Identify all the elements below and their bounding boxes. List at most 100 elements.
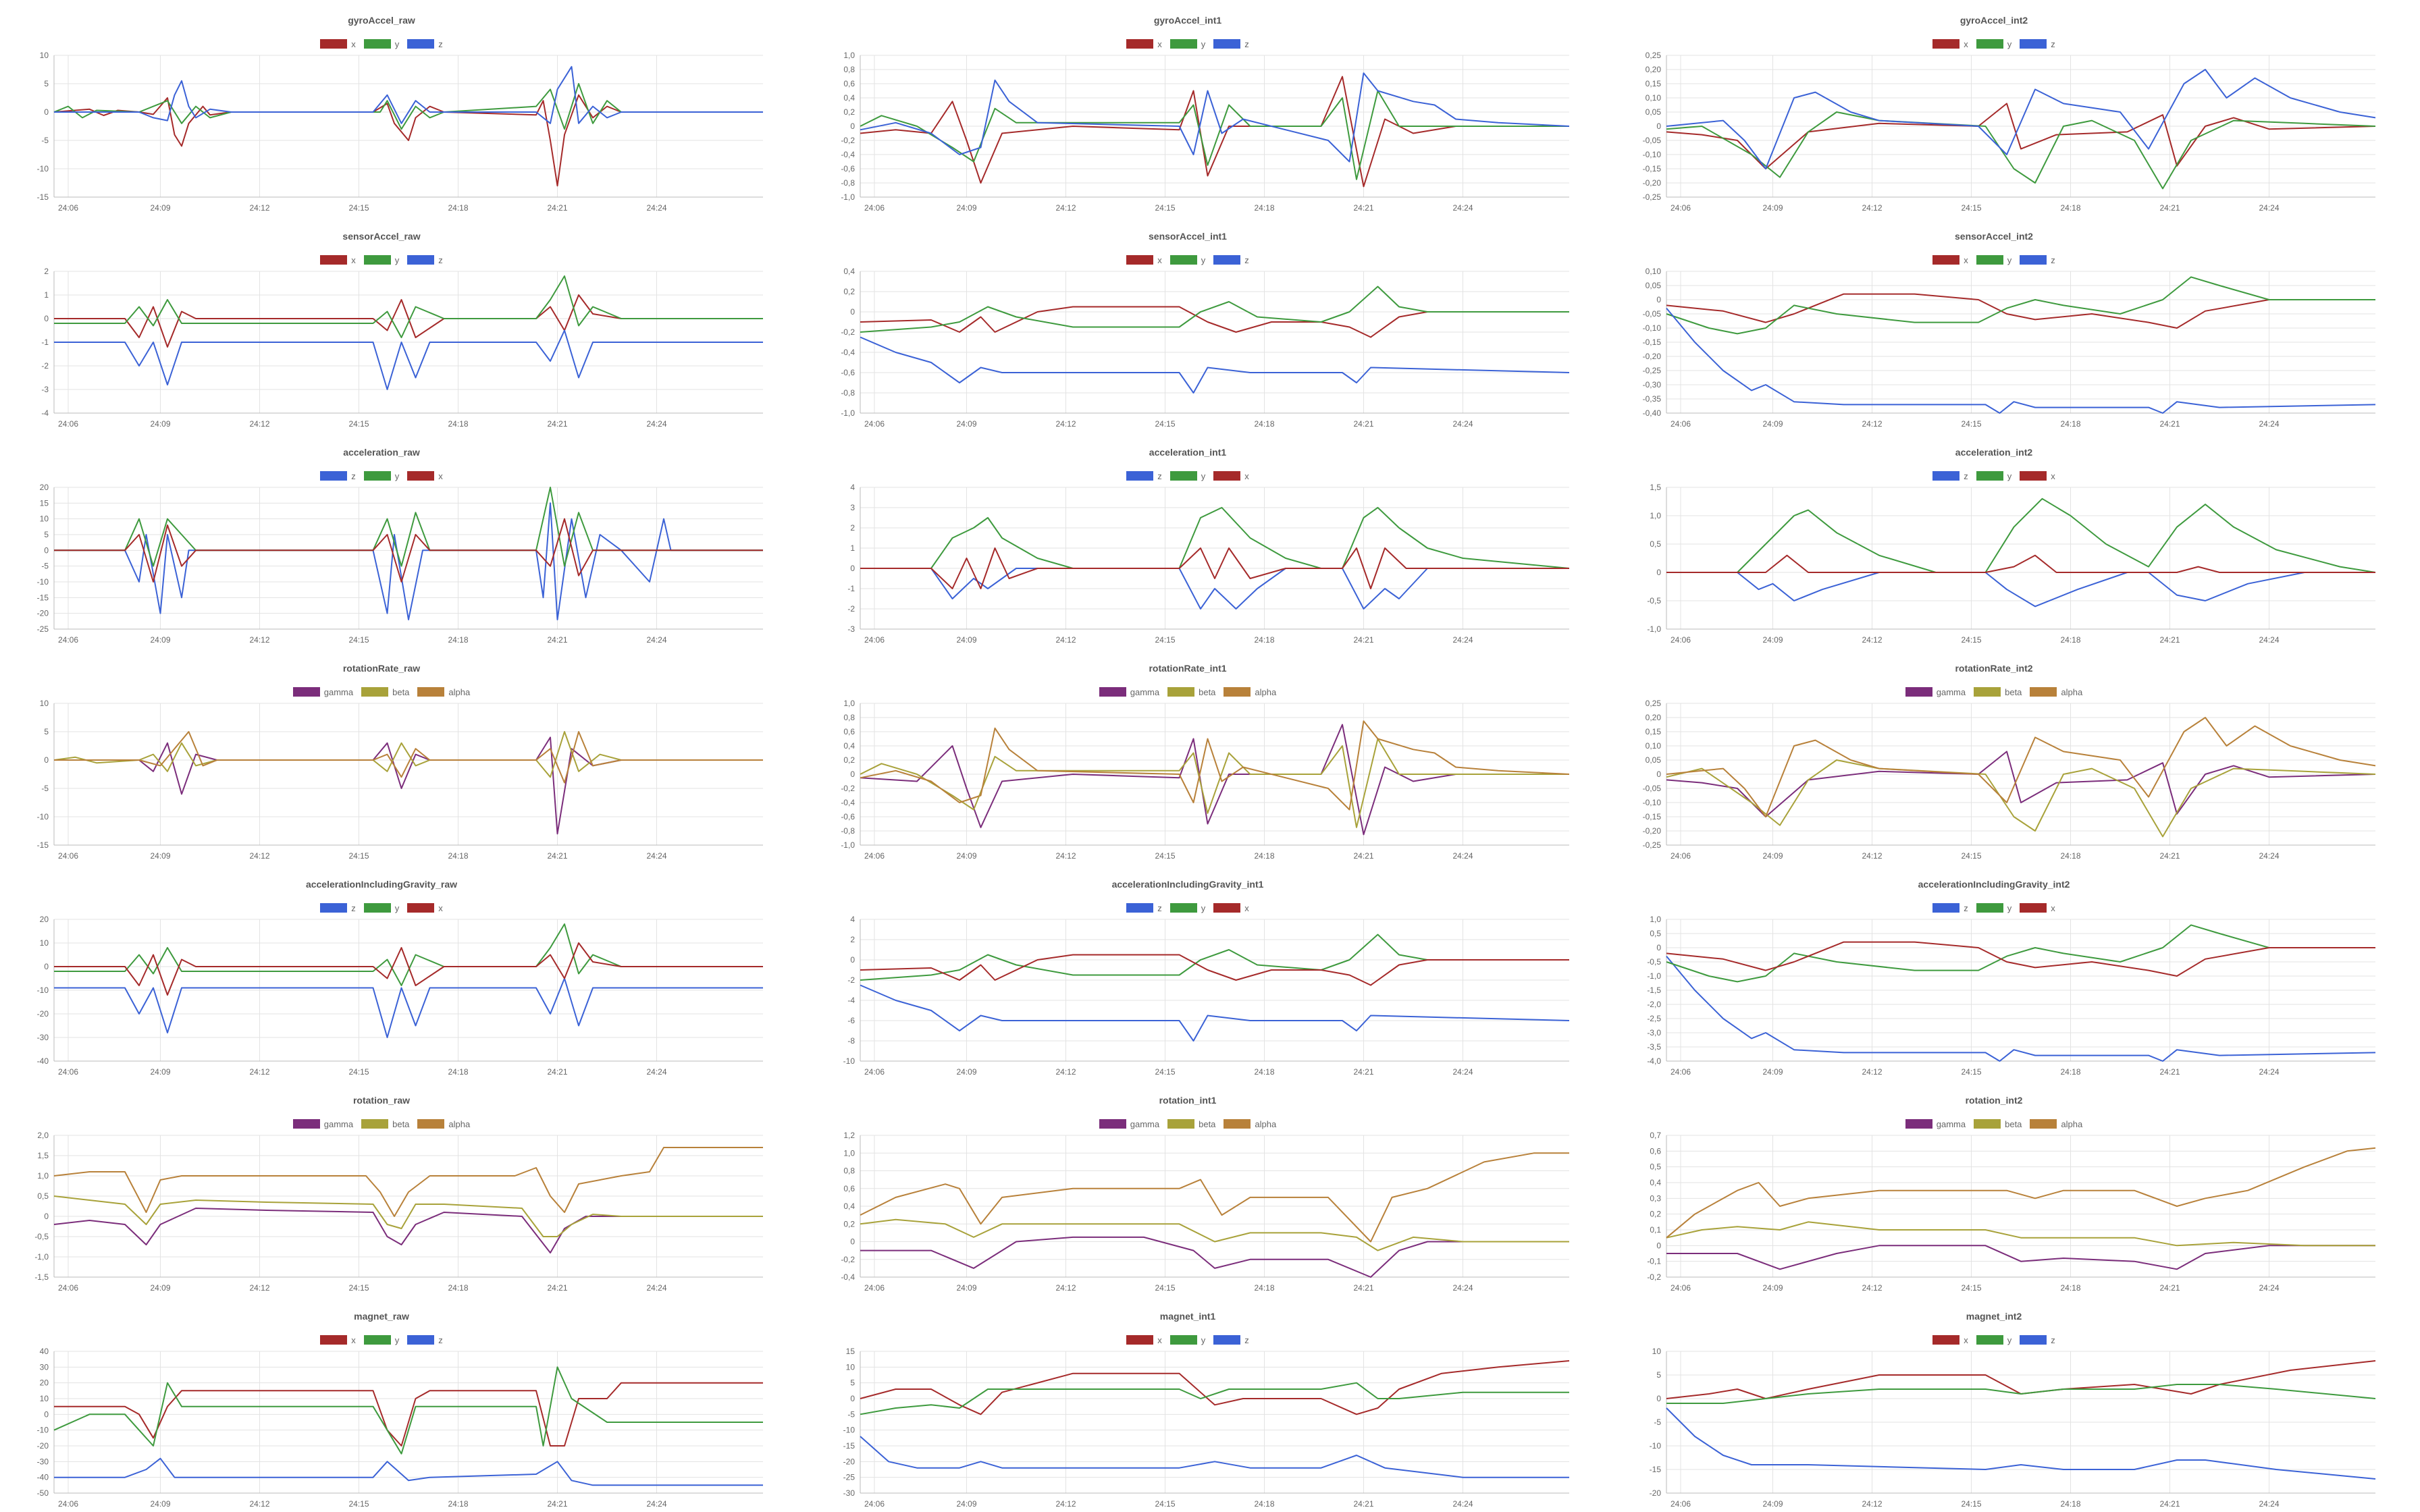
- legend-item-gamma[interactable]: gamma: [1905, 1118, 1966, 1129]
- legend-item-y[interactable]: y: [1976, 38, 2012, 49]
- legend-item-z[interactable]: z: [2020, 254, 2055, 265]
- y-tick-label: 15: [40, 498, 49, 508]
- y-tick-label: 0,8: [843, 713, 855, 722]
- x-tick-label: 24:06: [58, 1499, 78, 1509]
- legend-item-y[interactable]: y: [1169, 38, 1205, 49]
- legend-item-y[interactable]: y: [363, 38, 399, 49]
- legend-item-alpha[interactable]: alpha: [2030, 686, 2082, 697]
- legend-item-y[interactable]: y: [363, 902, 399, 913]
- legend-item-x[interactable]: x: [1213, 470, 1249, 481]
- legend-item-x[interactable]: x: [1126, 1334, 1162, 1345]
- legend-item-beta[interactable]: beta: [1167, 1118, 1215, 1129]
- legend-item-z[interactable]: z: [1213, 1334, 1249, 1345]
- legend-item-x[interactable]: x: [2020, 470, 2055, 481]
- legend-item-z[interactable]: z: [320, 902, 356, 913]
- plot-area: 1,5 1,0 0,5 0 -0,5 -1,0 24:06 24:09 24:12 24:15 24…: [1647, 483, 2376, 645]
- legend-item-alpha[interactable]: alpha: [417, 686, 470, 697]
- legend-item-x[interactable]: x: [1932, 38, 1968, 49]
- legend-label: y: [2007, 38, 2012, 49]
- legend-item-z[interactable]: z: [1932, 902, 1968, 913]
- y-tick-label: -1: [847, 584, 855, 593]
- legend-swatch: [1224, 687, 1251, 697]
- chart-acceleration_int1: acceleration_int1 z y x 4 3 2 1 0 -1 -2 -3 24:06 24:0…: [806, 432, 1612, 648]
- x-tick-label: 24:24: [1452, 203, 1473, 213]
- legend-item-z[interactable]: z: [2020, 38, 2055, 49]
- legend-item-gamma[interactable]: gamma: [1099, 686, 1159, 697]
- legend-item-z[interactable]: z: [407, 1334, 443, 1345]
- legend-item-beta[interactable]: beta: [361, 1118, 409, 1129]
- legend-item-z[interactable]: z: [1126, 470, 1162, 481]
- y-tick-label: 0,15: [1646, 727, 1662, 736]
- legend-item-gamma[interactable]: gamma: [292, 686, 353, 697]
- chart-legend: gamma beta alpha: [806, 686, 1569, 697]
- legend-item-gamma[interactable]: gamma: [1099, 1118, 1159, 1129]
- legend-item-x[interactable]: x: [1213, 902, 1249, 913]
- legend-item-z[interactable]: z: [1932, 470, 1968, 481]
- y-tick-label: -0,35: [1643, 394, 1662, 404]
- legend-item-alpha[interactable]: alpha: [1224, 1118, 1276, 1129]
- legend-item-z[interactable]: z: [407, 254, 443, 265]
- y-tick-label: -15: [37, 593, 49, 602]
- legend-item-y[interactable]: y: [1169, 1334, 1205, 1345]
- legend-item-y[interactable]: y: [1976, 254, 2011, 265]
- legend-item-x[interactable]: x: [2020, 902, 2055, 913]
- series-line-alpha: [1666, 1147, 2376, 1239]
- legend-item-beta[interactable]: beta: [1974, 1118, 2022, 1129]
- x-tick-label: 24:18: [1254, 419, 1274, 429]
- legend-swatch: [1169, 903, 1197, 913]
- x-tick-label: 24:06: [1671, 1067, 1691, 1077]
- legend-item-x[interactable]: x: [320, 38, 356, 49]
- y-tick-label: 2: [44, 267, 49, 276]
- legend-item-z[interactable]: z: [2020, 1334, 2055, 1345]
- legend-item-x[interactable]: x: [1932, 254, 1968, 265]
- series-line-y: [860, 1382, 1569, 1415]
- chart-title: magnet_raw: [354, 1311, 409, 1322]
- legend-item-y[interactable]: y: [363, 470, 399, 481]
- legend-item-x[interactable]: x: [407, 902, 443, 913]
- x-tick-label: 24:09: [150, 851, 170, 861]
- legend-item-z[interactable]: z: [320, 470, 356, 481]
- legend-item-gamma[interactable]: gamma: [292, 1118, 353, 1129]
- legend-item-z[interactable]: z: [1213, 38, 1249, 49]
- y-tick-label: 10: [40, 1394, 49, 1403]
- legend-item-z[interactable]: z: [1213, 254, 1249, 265]
- legend-item-alpha[interactable]: alpha: [417, 1118, 470, 1129]
- y-tick-label: -30: [37, 1033, 49, 1042]
- legend-item-beta[interactable]: beta: [1974, 686, 2022, 697]
- legend-item-y[interactable]: y: [1169, 254, 1205, 265]
- legend-item-gamma[interactable]: gamma: [1905, 686, 1966, 697]
- legend-item-beta[interactable]: beta: [361, 686, 409, 697]
- legend-item-x[interactable]: x: [407, 470, 443, 481]
- y-tick-label: 0: [850, 307, 855, 317]
- x-tick-label: 24:21: [1353, 419, 1373, 429]
- y-tick-label: -40: [37, 1056, 49, 1066]
- y-tick-label: -10: [37, 164, 49, 173]
- legend-item-x[interactable]: x: [1932, 1334, 1968, 1345]
- legend-item-y[interactable]: y: [363, 1334, 399, 1345]
- legend-item-z[interactable]: z: [1126, 902, 1162, 913]
- legend-item-z[interactable]: z: [407, 38, 443, 49]
- x-tick-label: 24:12: [249, 851, 269, 861]
- legend-item-x[interactable]: x: [1126, 254, 1162, 265]
- legend-item-beta[interactable]: beta: [1167, 686, 1215, 697]
- legend-item-x[interactable]: x: [320, 254, 356, 265]
- y-tick-label: 0,2: [1650, 1210, 1661, 1219]
- y-tick-label: 0,6: [843, 1184, 855, 1193]
- legend-item-alpha[interactable]: alpha: [1224, 686, 1276, 697]
- legend-item-y[interactable]: y: [363, 254, 399, 265]
- legend-item-y[interactable]: y: [1169, 902, 1205, 913]
- legend-item-y[interactable]: y: [1976, 470, 2011, 481]
- legend-item-x[interactable]: x: [320, 1334, 356, 1345]
- legend-item-alpha[interactable]: alpha: [2030, 1118, 2082, 1129]
- legend-item-y[interactable]: y: [1976, 1334, 2011, 1345]
- legend-item-y[interactable]: y: [1169, 470, 1205, 481]
- y-tick-label: 1,2: [843, 1131, 855, 1140]
- legend-item-y[interactable]: y: [1976, 902, 2011, 913]
- x-tick-label: 24:09: [956, 1067, 976, 1077]
- y-tick-label: -15: [37, 840, 49, 850]
- y-tick-label: 1,0: [37, 1171, 49, 1181]
- chart-title: gyroAccel_raw: [348, 15, 415, 26]
- x-tick-label: 24:21: [1353, 851, 1373, 861]
- legend-item-x[interactable]: x: [1126, 38, 1162, 49]
- y-tick-label: -10: [37, 812, 49, 821]
